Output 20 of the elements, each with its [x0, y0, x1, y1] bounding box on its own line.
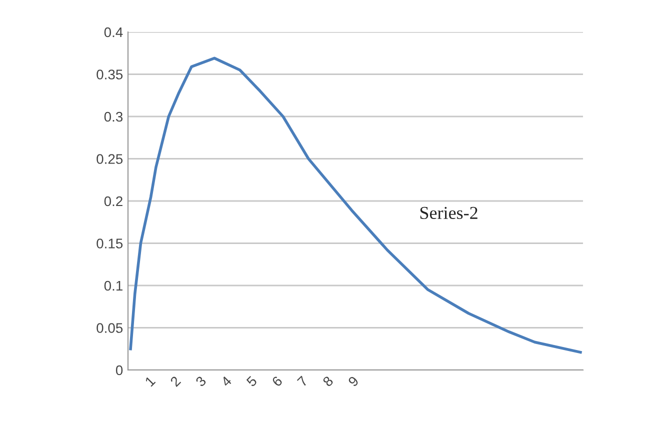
y-tick-label: 0.05 [96, 323, 123, 333]
y-tick-label: 0.35 [96, 70, 123, 80]
y-tick-label: 0.3 [104, 112, 123, 122]
x-tick-label: 9 [348, 376, 360, 388]
line-series [129, 56, 582, 354]
y-tick-label: 0.25 [96, 154, 123, 164]
text: Series-2 [420, 206, 478, 220]
y-tick-label: 0.4 [104, 27, 123, 38]
x-tick-label: 7 [296, 376, 308, 387]
x-tick-label: 4 [220, 376, 232, 388]
y-tick-label: 0.1 [104, 280, 122, 291]
y-tick-label: 0.15 [96, 238, 123, 248]
x-tick-label: 5 [246, 376, 258, 388]
y-tick-label: 0.2 [104, 196, 122, 206]
x-tick-label: 2 [170, 376, 182, 387]
y-tick-label: 0 [116, 365, 123, 376]
x-tick-label: 6 [271, 376, 283, 388]
x-tick-label: 1 [144, 376, 156, 387]
x-tick-label: 8 [322, 376, 334, 388]
x-tick-label: 3 [195, 376, 207, 388]
